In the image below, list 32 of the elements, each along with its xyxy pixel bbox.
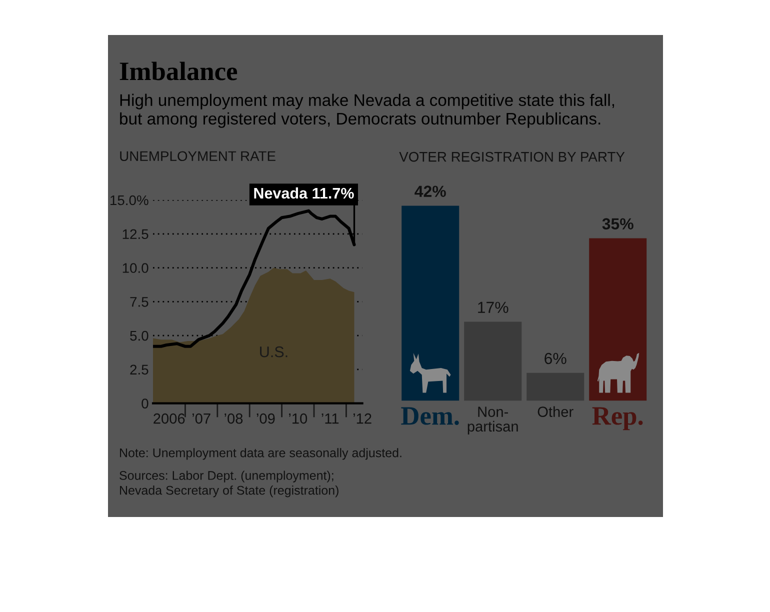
data-label: 6% <box>544 352 566 364</box>
x-tick-label: 2006 <box>154 413 185 424</box>
source-note: Sources: Labor Dept. (unemployment); Nevada Secretary of State (registration) <box>120 470 338 498</box>
x-tick-label: ’09 <box>256 413 275 424</box>
y-tick-label: 2.5 <box>130 364 148 375</box>
text: Imbalance <box>120 62 238 80</box>
y-tick-label: 15.0% <box>110 195 148 206</box>
chart-title: UNEMPLOYMENT RATE <box>120 151 276 162</box>
x-tick-label: ’07 <box>192 413 210 424</box>
x-tick-label: Dem. <box>401 407 459 425</box>
bar <box>526 372 584 401</box>
bar <box>402 206 460 401</box>
x-tick-label: Other <box>538 406 574 417</box>
bar <box>464 322 522 401</box>
annotation: Nevada 11.7% <box>254 187 354 199</box>
x-tick-label: ’08 <box>224 413 243 424</box>
data-label: 42% <box>414 186 446 197</box>
x-tick-label: ’11 <box>322 414 339 424</box>
y-tick-label: 12.5 <box>122 229 148 240</box>
text: High unemployment may make Nevada a competitive state this fall, but among registered voters, Democrats outnumber Republicans. <box>120 94 614 128</box>
data-label: 17% <box>478 302 508 313</box>
text: Note: Unemployment data are seasonally adjusted. <box>120 448 402 460</box>
x-tick-label: Non- partisan <box>468 406 518 434</box>
x-tick-label: ’10 <box>289 413 308 424</box>
x-tick-label: Rep. <box>592 407 643 430</box>
y-tick-label: 5.0 <box>130 330 148 341</box>
y-tick-label: 7.5 <box>130 297 148 307</box>
x-tick-label: ’12 <box>353 413 372 424</box>
y-tick-label: 10.0 <box>122 263 148 273</box>
y-tick-label: 0 <box>142 398 148 408</box>
chart-title: VOTER REGISTRATION BY PARTY <box>399 152 625 162</box>
data-label: 35% <box>602 218 634 230</box>
